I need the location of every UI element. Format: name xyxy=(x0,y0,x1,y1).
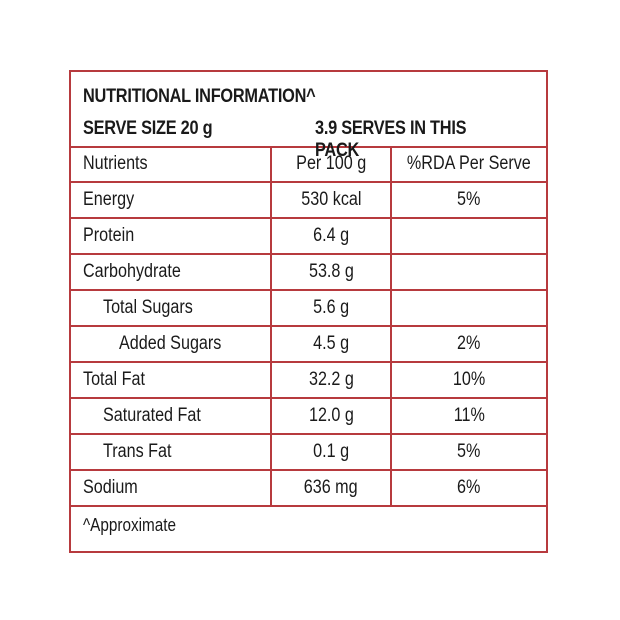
nutrient-name: Added Sugars xyxy=(71,325,272,363)
per100-value: 636 mg xyxy=(270,469,392,507)
nutrient-name: Sodium xyxy=(71,469,272,507)
per100-value: 32.2 g xyxy=(270,361,392,399)
column-header-per100g: Per 100 g xyxy=(270,146,392,183)
per100-value: 0.1 g xyxy=(270,433,392,471)
rda-value: 5% xyxy=(390,433,546,471)
serve-size: SERVE SIZE 20 g xyxy=(83,118,213,139)
rda-value: 2% xyxy=(390,325,546,363)
nutrient-name: Carbohydrate xyxy=(71,253,272,291)
label-header: NUTRITIONAL INFORMATION^ SERVE SIZE 20 g… xyxy=(71,72,546,161)
per100-value: 53.8 g xyxy=(270,253,392,291)
column-header-nutrients: Nutrients xyxy=(71,146,272,183)
table-row: Trans Fat 0.1 g 5% xyxy=(71,433,546,471)
nutrition-table: Nutrients Per 100 g %RDA Per Serve Energ… xyxy=(71,146,546,544)
table-row: Energy 530 kcal 5% xyxy=(71,181,546,219)
nutrition-label: NUTRITIONAL INFORMATION^ SERVE SIZE 20 g… xyxy=(69,70,548,553)
rda-value: 10% xyxy=(390,361,546,399)
footnote-row: ^Approximate xyxy=(71,505,546,544)
table-row: Total Fat 32.2 g 10% xyxy=(71,361,546,399)
rda-value: 11% xyxy=(390,397,546,435)
per100-value: 5.6 g xyxy=(270,289,392,327)
column-header-rda: %RDA Per Serve xyxy=(390,146,546,183)
table-row: Saturated Fat 12.0 g 11% xyxy=(71,397,546,435)
rda-value: 5% xyxy=(390,181,546,219)
rda-value xyxy=(390,217,546,255)
nutrient-name: Energy xyxy=(71,181,272,219)
nutrient-name: Total Sugars xyxy=(71,289,272,327)
per100-value: 530 kcal xyxy=(270,181,392,219)
per100-value: 12.0 g xyxy=(270,397,392,435)
rda-value xyxy=(390,253,546,291)
per100-value: 6.4 g xyxy=(270,217,392,255)
nutrient-name: Trans Fat xyxy=(71,433,272,471)
nutrient-name: Protein xyxy=(71,217,272,255)
rda-value xyxy=(390,289,546,327)
rda-value: 6% xyxy=(390,469,546,507)
per100-value: 4.5 g xyxy=(270,325,392,363)
table-header-row: Nutrients Per 100 g %RDA Per Serve xyxy=(71,146,546,183)
table-row: Carbohydrate 53.8 g xyxy=(71,253,546,291)
table-row: Total Sugars 5.6 g xyxy=(71,289,546,327)
label-title: NUTRITIONAL INFORMATION^ xyxy=(83,86,316,107)
table-row: Sodium 636 mg 6% xyxy=(71,469,546,507)
table-row: Protein 6.4 g xyxy=(71,217,546,255)
footnote: ^Approximate xyxy=(71,505,546,544)
nutrient-name: Saturated Fat xyxy=(71,397,272,435)
nutrient-name: Total Fat xyxy=(71,361,272,399)
table-row: Added Sugars 4.5 g 2% xyxy=(71,325,546,363)
